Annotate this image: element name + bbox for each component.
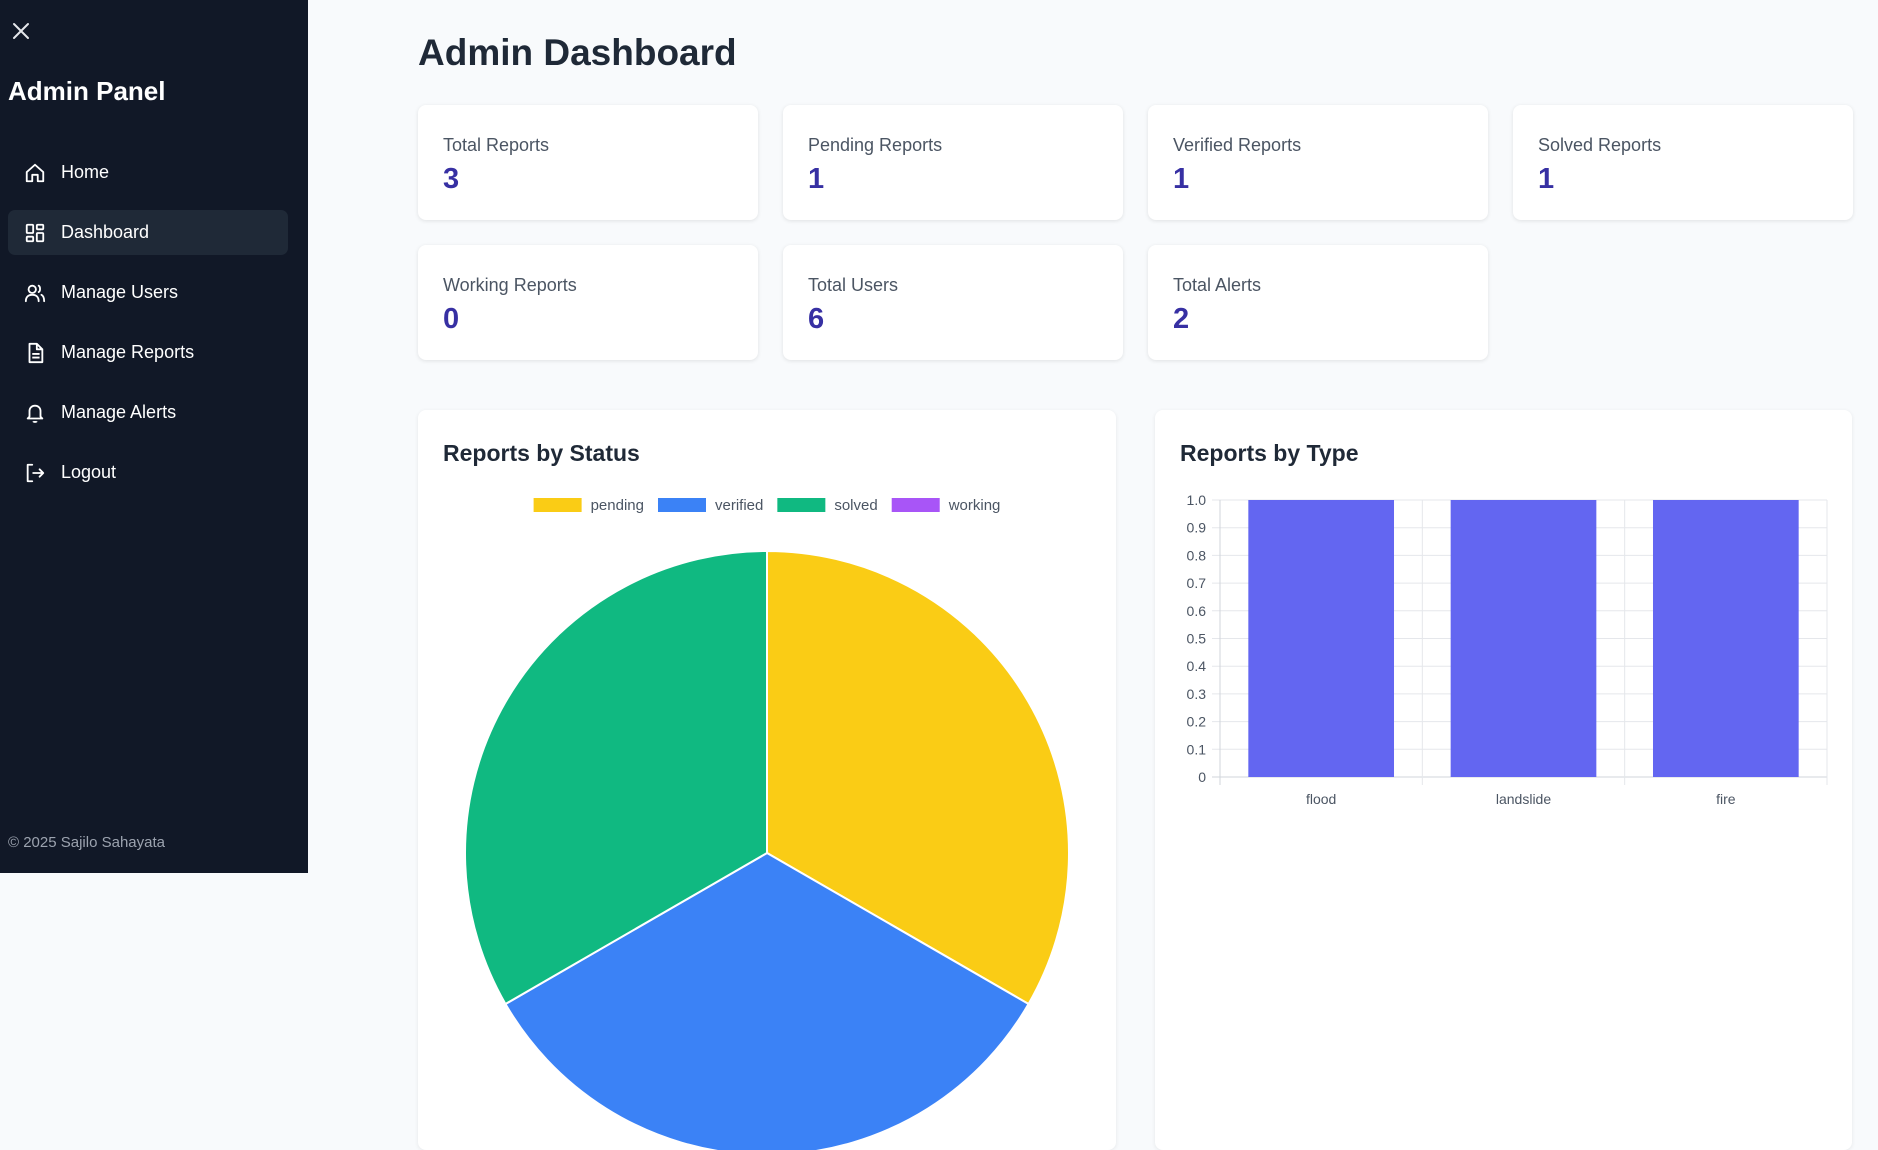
legend-item-verified[interactable]: verified [657,497,763,514]
y-tick-label: 0.1 [1187,741,1207,757]
sidebar-nav: Home Dashboard M [8,150,288,510]
pie-slice-verified[interactable] [504,851,1030,1150]
legend-label: solved [834,497,877,514]
stat-card-total-alerts: Total Alerts 2 [1148,245,1488,360]
sidebar-item-logout[interactable]: Logout [8,450,288,495]
y-tick-label: 0.6 [1187,603,1207,619]
reports-by-type-panel: Reports by Type 0 0.1 0.2 0.3 0.4 0.5 0.6 0.7 0.… [1155,410,1852,1150]
stat-value: 1 [1173,163,1190,195]
stat-label: Total Users [808,275,899,295]
legend-swatch [533,498,582,512]
legend-swatch [777,498,826,512]
y-tick-label: 0.9 [1187,520,1207,536]
y-tick-label: 0 [1198,769,1206,785]
sidebar-item-manage-users[interactable]: Manage Users [8,270,288,315]
sidebar-item-label: Manage Users [61,282,179,302]
bar-flood[interactable] [1248,500,1395,777]
stat-label: Working Reports [443,275,577,295]
sidebar-footer: © 2025 Sajilo Sahayata [8,834,165,851]
stat-value: 2 [1173,303,1190,335]
chart-title: Reports by Status [443,440,640,466]
pie-slice-solved[interactable] [464,549,768,1006]
legend-label: pending [591,497,644,514]
stat-label: Total Reports [443,135,550,155]
y-tick-label: 0.5 [1187,631,1207,647]
close-icon [13,23,29,39]
sidebar-item-label: Manage Reports [61,342,195,362]
legend-item-pending[interactable]: pending [533,497,644,514]
close-sidebar-button[interactable] [10,20,32,42]
stat-label: Total Alerts [1173,275,1262,295]
stat-label: Pending Reports [808,135,943,155]
legend-label: working [948,497,1001,514]
sidebar-item-label: Manage Alerts [61,402,177,422]
users-icon [24,282,46,304]
stat-card-pending-reports: Pending Reports 1 [783,105,1123,220]
document-icon [24,342,46,364]
stat-value: 3 [443,163,460,195]
sidebar: Admin Panel Home Dashboard [0,0,308,873]
reports-by-status-panel: Reports by Status pending verified solved w… [418,410,1116,1150]
dashboard-icon [24,222,46,244]
sidebar-item-label: Home [61,162,110,182]
y-tick-label: 0.3 [1187,686,1207,702]
y-tick-label: 0.2 [1187,714,1207,730]
stat-card-total-users: Total Users 6 [783,245,1123,360]
x-tick-label: landslide [1496,791,1551,805]
sidebar-item-label: Logout [61,462,117,482]
y-tick-label: 0.4 [1187,658,1207,674]
sidebar-item-home[interactable]: Home [8,150,288,195]
sidebar-item-dashboard[interactable]: Dashboard [8,210,288,255]
stat-value: 6 [808,303,825,335]
y-tick-label: 0.7 [1187,575,1207,591]
legend-swatch [891,498,940,512]
reports-by-type-chart: 0 0.1 0.2 0.3 0.4 0.5 0.6 0.7 0.8 0.9 1.0 flood land… [1187,492,1828,805]
stat-value: 1 [1538,163,1555,195]
sidebar-item-manage-alerts[interactable]: Manage Alerts [8,390,288,435]
stat-value: 0 [443,303,460,335]
stat-card-solved-reports: Solved Reports 1 [1513,105,1853,220]
stat-label: Verified Reports [1173,135,1302,155]
legend-item-solved[interactable]: solved [777,497,878,514]
logout-icon [24,462,46,484]
stat-card-verified-reports: Verified Reports 1 [1148,105,1488,220]
legend-label: verified [715,497,763,514]
sidebar-item-manage-reports[interactable]: Manage Reports [8,330,288,375]
y-tick-label: 0.8 [1187,547,1207,563]
bar-landslide[interactable] [1450,500,1597,777]
x-tick-label: flood [1306,791,1336,805]
x-tick-label: fire [1716,791,1736,805]
stat-label: Solved Reports [1538,135,1662,155]
legend-item-working[interactable]: working [891,497,1001,514]
stat-card-working-reports: Working Reports 0 [418,245,758,360]
pie-slice-pending[interactable] [766,549,1071,1006]
y-tick-label: 1.0 [1187,492,1207,508]
legend-swatch [657,498,706,512]
page-title: Admin Dashboard [418,32,737,73]
sidebar-item-label: Dashboard [61,222,150,242]
bar-fire[interactable] [1652,500,1799,777]
stat-value: 1 [808,163,825,195]
reports-by-status-chart: pending verified solved working [464,497,1071,1150]
bell-icon [24,402,46,424]
chart-title: Reports by Type [1180,440,1359,466]
home-icon [24,162,46,184]
stat-card-total-reports: Total Reports 3 [418,105,758,220]
sidebar-title: Admin Panel [8,76,166,106]
